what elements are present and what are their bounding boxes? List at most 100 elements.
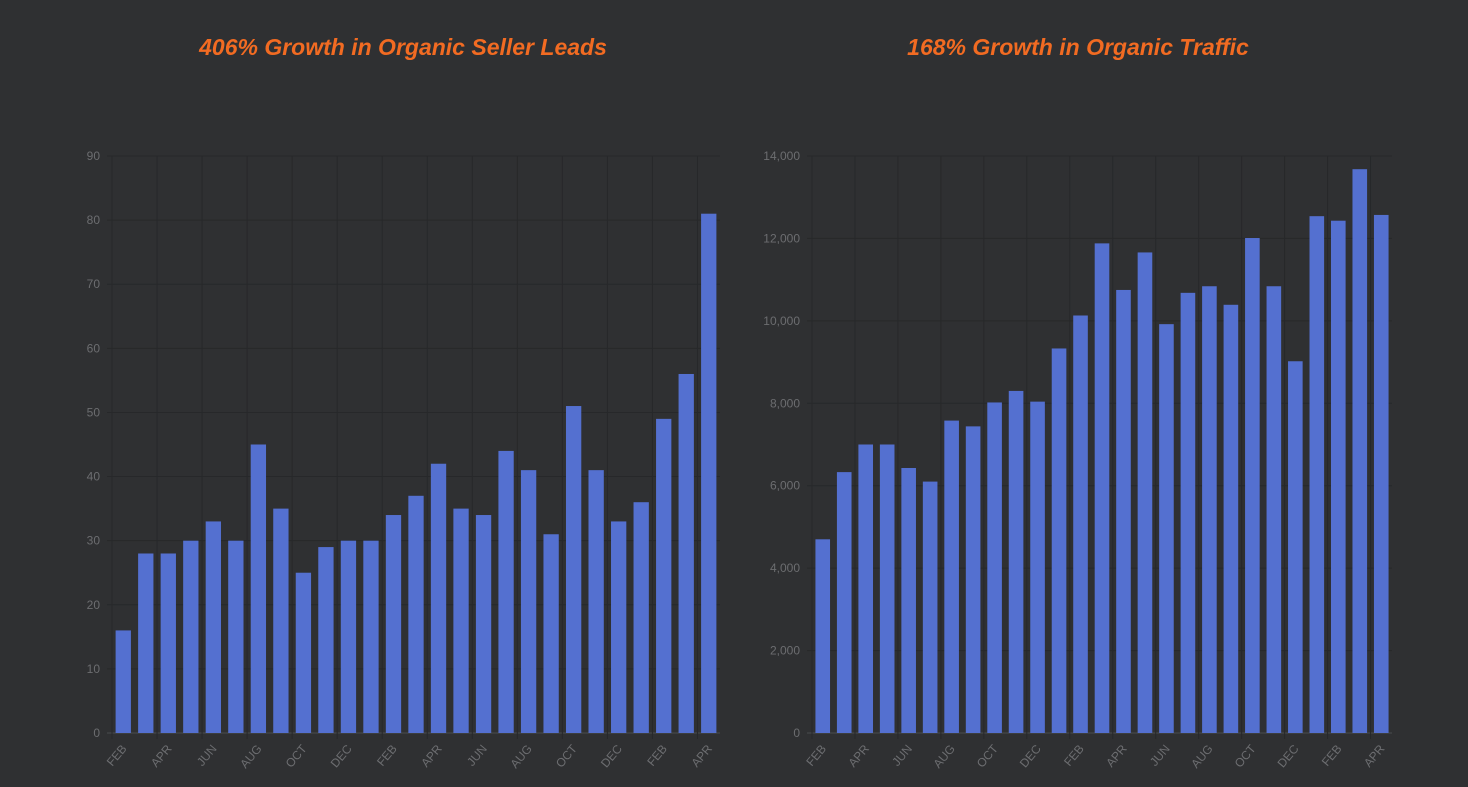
bar xyxy=(879,444,895,733)
x-tick-label: APR xyxy=(1103,742,1130,770)
bar xyxy=(543,534,559,733)
bar xyxy=(815,539,831,733)
x-tick-label: OCT xyxy=(283,741,310,770)
left-chart: 0 10 20 30 40 50 60 70 80 90 FEB APR JUN AUG OCT DEC FEB… xyxy=(87,149,720,771)
x-tick-label: JUN xyxy=(889,742,915,769)
y-tick-label: 50 xyxy=(87,405,101,419)
x-tick-label: FEB xyxy=(644,742,670,769)
bar xyxy=(1159,324,1174,733)
bar xyxy=(1030,401,1045,733)
x-tick-label: APR xyxy=(148,742,175,770)
bar xyxy=(1008,390,1024,733)
y-tick-label: 14,000 xyxy=(763,149,800,163)
bar xyxy=(701,213,717,733)
x-tick-label: FEB xyxy=(104,742,130,769)
bar xyxy=(1288,361,1303,733)
x-tick-label: JUN xyxy=(194,742,220,769)
left-chart-title: 406% Growth in Organic Seller Leads xyxy=(199,34,607,60)
y-tick-label: 10,000 xyxy=(763,314,800,328)
bar xyxy=(901,467,916,733)
y-tick-label: 20 xyxy=(87,598,101,612)
y-tick-label: 0 xyxy=(93,726,100,740)
x-tick-label: DEC xyxy=(598,742,625,771)
x-tick-label: APR xyxy=(845,742,872,770)
bar xyxy=(1223,304,1239,733)
x-tick-label: AUG xyxy=(237,742,264,771)
bar xyxy=(987,402,1002,733)
bar xyxy=(1180,292,1196,733)
x-tick-label: APR xyxy=(688,742,715,770)
bar xyxy=(1116,289,1131,733)
bar xyxy=(138,553,154,733)
x-tick-label: AUG xyxy=(507,742,534,771)
x-tick-label: AUG xyxy=(930,742,957,771)
bar xyxy=(520,470,537,733)
x-tick-label: FEB xyxy=(374,742,400,769)
bar xyxy=(363,540,379,733)
bar xyxy=(273,508,289,733)
bar xyxy=(1373,214,1389,734)
bar xyxy=(318,547,334,733)
x-tick-label: APR xyxy=(418,742,445,770)
y-tick-label: 10 xyxy=(87,662,101,676)
x-tick-label: DEC xyxy=(328,742,355,771)
x-tick-label: AUG xyxy=(1188,742,1215,771)
bar xyxy=(340,540,357,733)
bar xyxy=(836,472,852,733)
bar xyxy=(565,406,582,733)
y-tick-label: 8,000 xyxy=(770,396,800,410)
y-tick-label: 12,000 xyxy=(763,231,800,245)
bar xyxy=(183,540,199,733)
y-tick-label: 4,000 xyxy=(770,561,800,575)
bar xyxy=(430,463,447,733)
x-tick-label: APR xyxy=(1361,742,1388,770)
bar xyxy=(498,450,514,733)
bar xyxy=(1073,315,1088,733)
bar xyxy=(250,444,267,733)
bar xyxy=(1137,252,1153,734)
bar xyxy=(475,515,492,733)
bar xyxy=(160,553,176,733)
right-chart: 0 2,000 4,000 6,000 8,000 10,000 12,000 14,000 F… xyxy=(763,149,1392,771)
bar xyxy=(611,521,627,733)
bar xyxy=(1330,220,1346,733)
y-tick-label: 40 xyxy=(87,470,101,484)
bar xyxy=(965,426,981,733)
bar xyxy=(115,630,131,733)
bar xyxy=(1266,286,1282,733)
bar xyxy=(385,515,402,733)
bar xyxy=(1309,216,1325,733)
x-tick-label: OCT xyxy=(1232,741,1259,770)
bar xyxy=(1245,238,1260,734)
x-tick-label: OCT xyxy=(553,741,580,770)
y-tick-label: 90 xyxy=(87,149,101,163)
y-tick-label: 70 xyxy=(87,277,101,291)
right-chart-title: 168% Growth in Organic Traffic xyxy=(907,34,1249,60)
bar xyxy=(588,470,604,733)
bar xyxy=(408,495,424,733)
bar xyxy=(858,444,874,733)
y-tick-label: 2,000 xyxy=(770,644,800,658)
bar xyxy=(1352,169,1368,733)
y-tick-label: 60 xyxy=(87,341,101,355)
x-tick-label: DEC xyxy=(1017,742,1044,771)
bar xyxy=(656,418,672,733)
x-tick-label: FEB xyxy=(1319,742,1345,769)
y-tick-label: 80 xyxy=(87,213,101,227)
bar xyxy=(633,502,649,733)
x-tick-label: JUN xyxy=(1147,742,1173,769)
bar xyxy=(1094,243,1110,734)
bar xyxy=(453,508,469,733)
bar xyxy=(944,420,959,733)
bar xyxy=(295,572,312,733)
x-tick-label: OCT xyxy=(974,741,1001,770)
x-tick-label: FEB xyxy=(803,742,829,769)
bar xyxy=(1051,348,1067,733)
bar xyxy=(1202,286,1217,733)
bar xyxy=(228,540,244,733)
bar xyxy=(678,373,694,733)
bar xyxy=(205,521,221,733)
y-tick-label: 6,000 xyxy=(770,479,800,493)
x-tick-label: FEB xyxy=(1061,742,1087,769)
